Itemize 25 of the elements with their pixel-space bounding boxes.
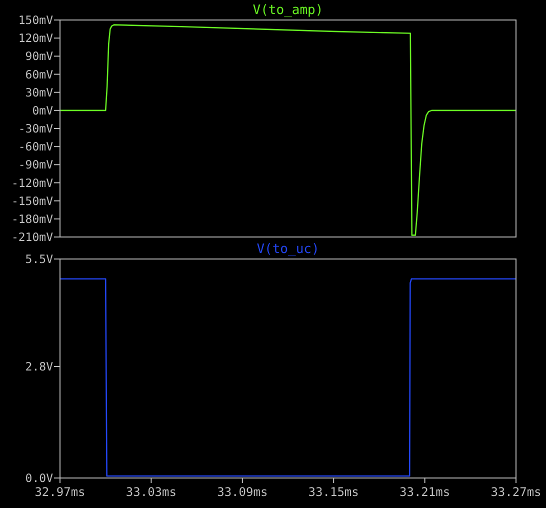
y-tick-label: -150mV	[11, 194, 54, 208]
y-tick-label: 0mV	[32, 103, 54, 118]
y-tick-label: 2.8V	[25, 360, 54, 374]
y-tick-label: -180mV	[11, 212, 54, 226]
chart-title: V(to_amp)	[252, 3, 324, 18]
y-tick-label: 120mV	[18, 31, 54, 46]
x-tick-label: 33.15ms	[308, 485, 359, 499]
line-series	[59, 24, 517, 236]
x-tick-label: 33.21ms	[400, 485, 450, 499]
y-tick-label: -90mV	[18, 158, 54, 172]
y-tick-label: 90mV	[25, 49, 54, 64]
y-tick-label: 150mV	[18, 13, 54, 28]
y-tick-label: -120mV	[11, 176, 54, 190]
y-tick-label: -210mV	[11, 230, 54, 244]
x-tick-label: 33.27ms	[490, 485, 542, 499]
x-tick-label: 33.09ms	[217, 485, 268, 499]
y-tick-label: -30mV	[18, 122, 54, 136]
chart-title: V(to_uc)	[256, 242, 320, 257]
x-tick-label: 32.97ms	[34, 485, 86, 499]
x-tick-label: 33.03ms	[126, 485, 176, 499]
y-tick-label: 30mV	[25, 85, 54, 100]
y-tick-label: 5.5V	[25, 252, 54, 266]
y-tick-label: 0.0V	[25, 471, 54, 486]
y-tick-label: 60mV	[25, 67, 54, 82]
y-tick-label: -60mV	[18, 140, 54, 154]
